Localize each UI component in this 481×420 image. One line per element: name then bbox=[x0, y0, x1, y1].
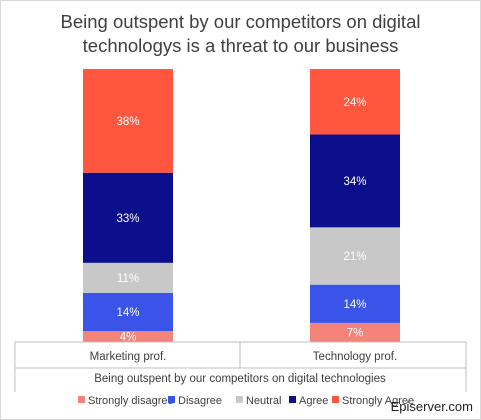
bar-segment-neutral-1 bbox=[83, 262, 173, 293]
legend-label: Disagree bbox=[178, 395, 222, 407]
data-label: 14% bbox=[116, 307, 139, 319]
axes-group: Marketing prof. Technology prof. Being out… bbox=[14, 341, 467, 392]
legend-swatch bbox=[78, 396, 85, 403]
bars-group: 4% 14% 11% 33% 38% 7% 14% 21% 34% 24% bbox=[83, 69, 400, 344]
data-label: 24% bbox=[343, 97, 366, 109]
legend-label: Agree bbox=[299, 395, 328, 407]
category-group-label: Being outspent by our competitors on dig… bbox=[94, 373, 386, 385]
data-label: 33% bbox=[116, 213, 139, 225]
data-label: 4% bbox=[120, 332, 137, 344]
legend-swatch bbox=[236, 396, 243, 403]
category-tick-label: Technology prof. bbox=[313, 351, 397, 363]
legend-swatch bbox=[289, 396, 296, 403]
chart-title-line-2: technologys is a threat to our business bbox=[82, 35, 399, 56]
data-label: 34% bbox=[343, 176, 366, 188]
legend-label: Neutral bbox=[246, 395, 281, 407]
data-label: 38% bbox=[116, 116, 139, 128]
data-label: 7% bbox=[347, 327, 364, 339]
legend-item: Strongly Agree bbox=[332, 395, 414, 407]
legend-item: Agree bbox=[289, 395, 328, 407]
legend: Strongly disagree Disagree Neutral Agree Str… bbox=[78, 395, 414, 407]
legend-item: Strongly disagree bbox=[78, 395, 174, 407]
bar-segment-neutral-2 bbox=[310, 227, 400, 285]
legend-label: Strongly disagree bbox=[88, 395, 174, 407]
bar-segment-strongly-disagree-2 bbox=[310, 322, 400, 342]
legend-label: Strongly Agree bbox=[342, 395, 414, 407]
bar-segment-disagree-2 bbox=[310, 284, 400, 323]
data-label: 21% bbox=[343, 251, 366, 263]
legend-item: Neutral bbox=[236, 395, 281, 407]
watermark-text: Episerver.com bbox=[390, 399, 473, 414]
category-tick-label: Marketing prof. bbox=[90, 351, 167, 363]
bar-segment-agree-2 bbox=[310, 134, 400, 228]
bar-segment-strongly-disagree-1 bbox=[83, 331, 173, 342]
bar-segment-strongly-agree-2 bbox=[310, 69, 400, 135]
legend-swatch bbox=[332, 396, 339, 403]
category-axis-lines bbox=[14, 341, 467, 392]
data-label: 14% bbox=[343, 299, 366, 311]
chart-title: Being outspent by our competitors on dig… bbox=[0, 10, 481, 58]
bar-segment-strongly-agree-1 bbox=[83, 69, 173, 173]
chart-title-line-1: Being outspent by our competitors on dig… bbox=[60, 11, 421, 32]
data-label: 11% bbox=[117, 273, 139, 285]
legend-swatch bbox=[168, 396, 175, 403]
bar-segment-agree-1 bbox=[83, 172, 173, 263]
legend-item: Disagree bbox=[168, 395, 222, 407]
bar-segment-disagree-1 bbox=[83, 292, 173, 332]
